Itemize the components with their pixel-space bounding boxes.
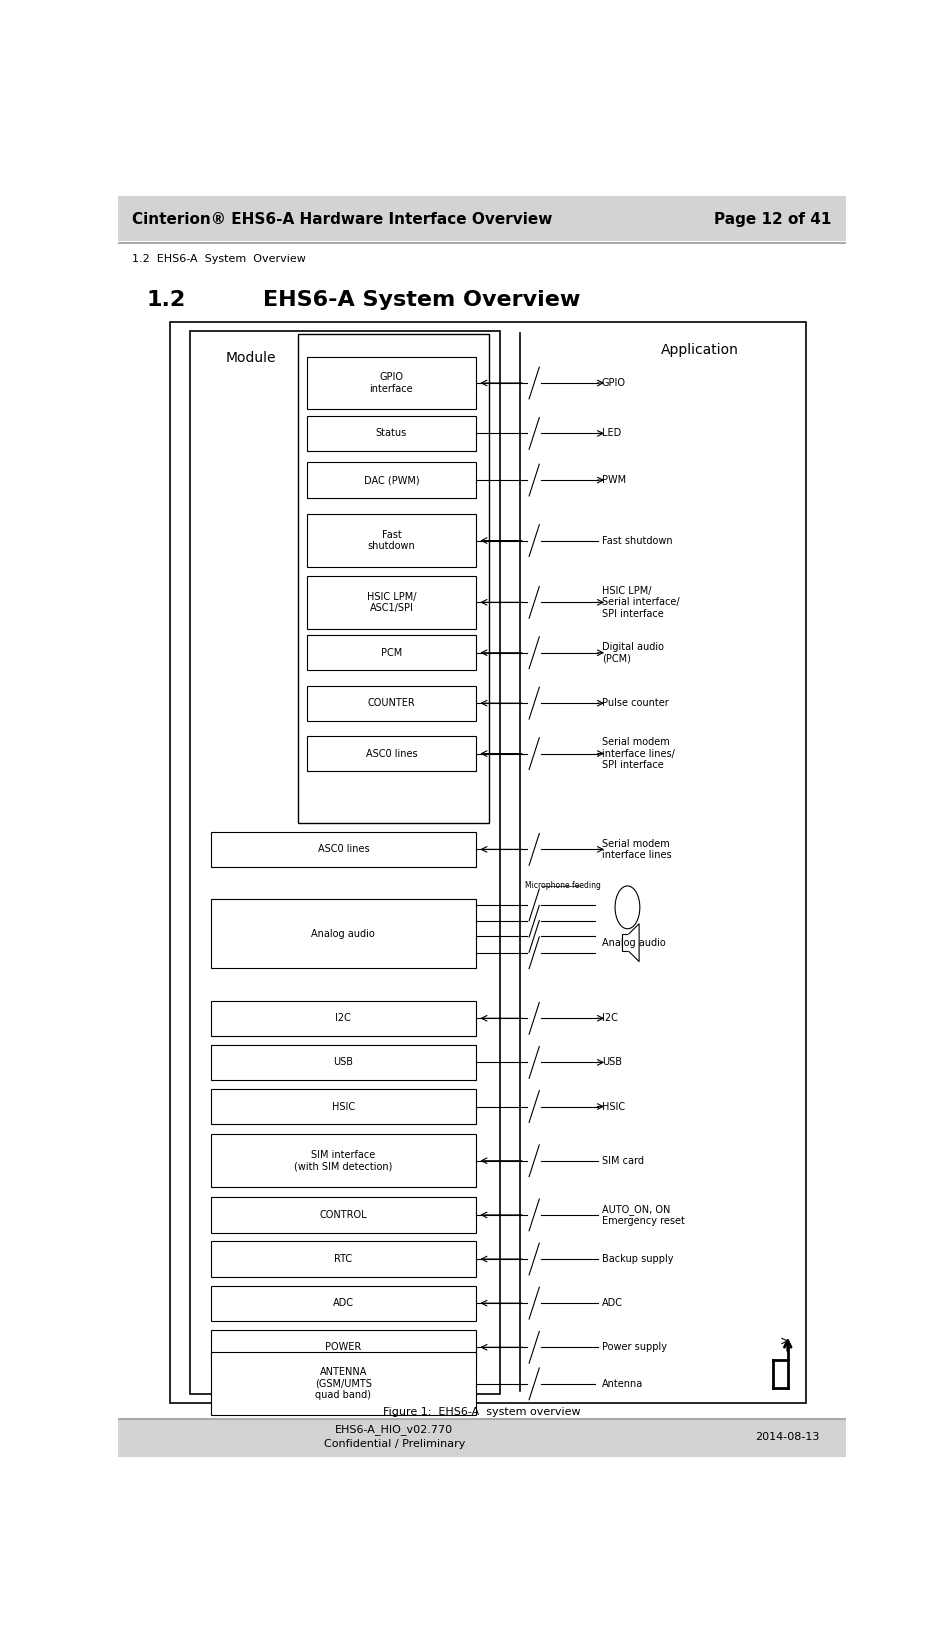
Text: COUNTER: COUNTER [368, 697, 415, 709]
Text: RTC: RTC [335, 1254, 352, 1264]
Text: POWER: POWER [325, 1342, 362, 1352]
Text: I2C: I2C [602, 1013, 618, 1023]
Text: Serial modem
interface lines/
SPI interface: Serial modem interface lines/ SPI interf… [602, 737, 675, 769]
FancyBboxPatch shape [211, 899, 476, 969]
Text: AUTO_ON, ON
Emergency reset: AUTO_ON, ON Emergency reset [602, 1203, 685, 1226]
Text: SIM card: SIM card [602, 1156, 644, 1166]
FancyBboxPatch shape [191, 331, 500, 1395]
Text: EHS6-A System Overview: EHS6-A System Overview [263, 290, 581, 309]
Text: Page 12 of 41: Page 12 of 41 [714, 211, 831, 226]
Text: Power supply: Power supply [602, 1342, 667, 1352]
FancyBboxPatch shape [306, 357, 476, 409]
Text: HSIC: HSIC [332, 1102, 355, 1112]
Text: Status: Status [376, 429, 407, 439]
Text: PWM: PWM [602, 475, 626, 485]
Text: Antenna: Antenna [602, 1378, 643, 1388]
Text: GPIO
interface: GPIO interface [369, 372, 414, 395]
FancyBboxPatch shape [211, 1197, 476, 1233]
FancyBboxPatch shape [306, 737, 476, 771]
Text: Confidential / Preliminary: Confidential / Preliminary [323, 1439, 465, 1449]
Text: Serial modem
interface lines: Serial modem interface lines [602, 838, 671, 859]
Text: 1.2: 1.2 [147, 290, 186, 309]
FancyBboxPatch shape [211, 1285, 476, 1321]
Text: Pulse counter: Pulse counter [602, 697, 668, 709]
FancyBboxPatch shape [211, 1352, 476, 1416]
Text: Fast
shutdown: Fast shutdown [368, 530, 415, 552]
FancyBboxPatch shape [118, 1419, 846, 1457]
Text: Backup supply: Backup supply [602, 1254, 673, 1264]
Text: I2C: I2C [336, 1013, 352, 1023]
FancyBboxPatch shape [170, 322, 806, 1403]
Text: USB: USB [602, 1058, 622, 1067]
FancyBboxPatch shape [211, 1044, 476, 1080]
FancyBboxPatch shape [306, 514, 476, 566]
Text: GPIO: GPIO [602, 378, 626, 388]
Text: ASC0 lines: ASC0 lines [366, 748, 417, 758]
FancyBboxPatch shape [211, 832, 476, 868]
Text: ADC: ADC [602, 1298, 623, 1308]
FancyBboxPatch shape [306, 462, 476, 498]
Text: EHS6-A_HIO_v02.770: EHS6-A_HIO_v02.770 [336, 1424, 453, 1434]
FancyBboxPatch shape [211, 1089, 476, 1125]
FancyBboxPatch shape [306, 416, 476, 452]
FancyBboxPatch shape [211, 1134, 476, 1187]
FancyBboxPatch shape [306, 576, 476, 629]
Text: PCM: PCM [381, 648, 402, 658]
Text: Figure 1:  EHS6-A  system overview: Figure 1: EHS6-A system overview [383, 1406, 581, 1416]
Text: ADC: ADC [333, 1298, 353, 1308]
Text: Microphone feeding: Microphone feeding [525, 881, 602, 891]
Text: Analog audio: Analog audio [602, 938, 666, 948]
Text: HSIC LPM/
Serial interface/
SPI interface: HSIC LPM/ Serial interface/ SPI interfac… [602, 586, 680, 619]
FancyBboxPatch shape [211, 1241, 476, 1277]
Text: Fast shutdown: Fast shutdown [602, 535, 673, 545]
FancyBboxPatch shape [306, 686, 476, 720]
Text: Digital audio
(PCM): Digital audio (PCM) [602, 642, 664, 663]
Text: ANTENNA
(GSM/UMTS
quad band): ANTENNA (GSM/UMTS quad band) [315, 1367, 372, 1400]
Text: ASC0 lines: ASC0 lines [318, 845, 369, 855]
Text: HSIC LPM/
ASC1/SPI: HSIC LPM/ ASC1/SPI [367, 591, 416, 614]
Text: HSIC: HSIC [602, 1102, 625, 1112]
Text: LED: LED [602, 429, 621, 439]
Text: CONTROL: CONTROL [320, 1210, 368, 1220]
Text: SIM interface
(with SIM detection): SIM interface (with SIM detection) [294, 1149, 393, 1172]
Text: 2014-08-13: 2014-08-13 [756, 1432, 820, 1442]
Text: Module: Module [226, 350, 275, 365]
Text: Cinterion® EHS6-A Hardware Interface Overview: Cinterion® EHS6-A Hardware Interface Ove… [132, 211, 553, 226]
FancyBboxPatch shape [211, 1329, 476, 1365]
Text: 1.2  EHS6-A  System  Overview: 1.2 EHS6-A System Overview [132, 254, 306, 265]
FancyBboxPatch shape [621, 933, 629, 951]
FancyBboxPatch shape [211, 1000, 476, 1036]
Text: Application: Application [662, 344, 739, 357]
Text: USB: USB [334, 1058, 353, 1067]
FancyBboxPatch shape [298, 334, 489, 823]
Text: DAC (PWM): DAC (PWM) [364, 475, 419, 485]
Polygon shape [629, 923, 639, 961]
FancyBboxPatch shape [306, 635, 476, 671]
Text: Analog audio: Analog audio [311, 928, 375, 940]
FancyBboxPatch shape [118, 196, 846, 241]
